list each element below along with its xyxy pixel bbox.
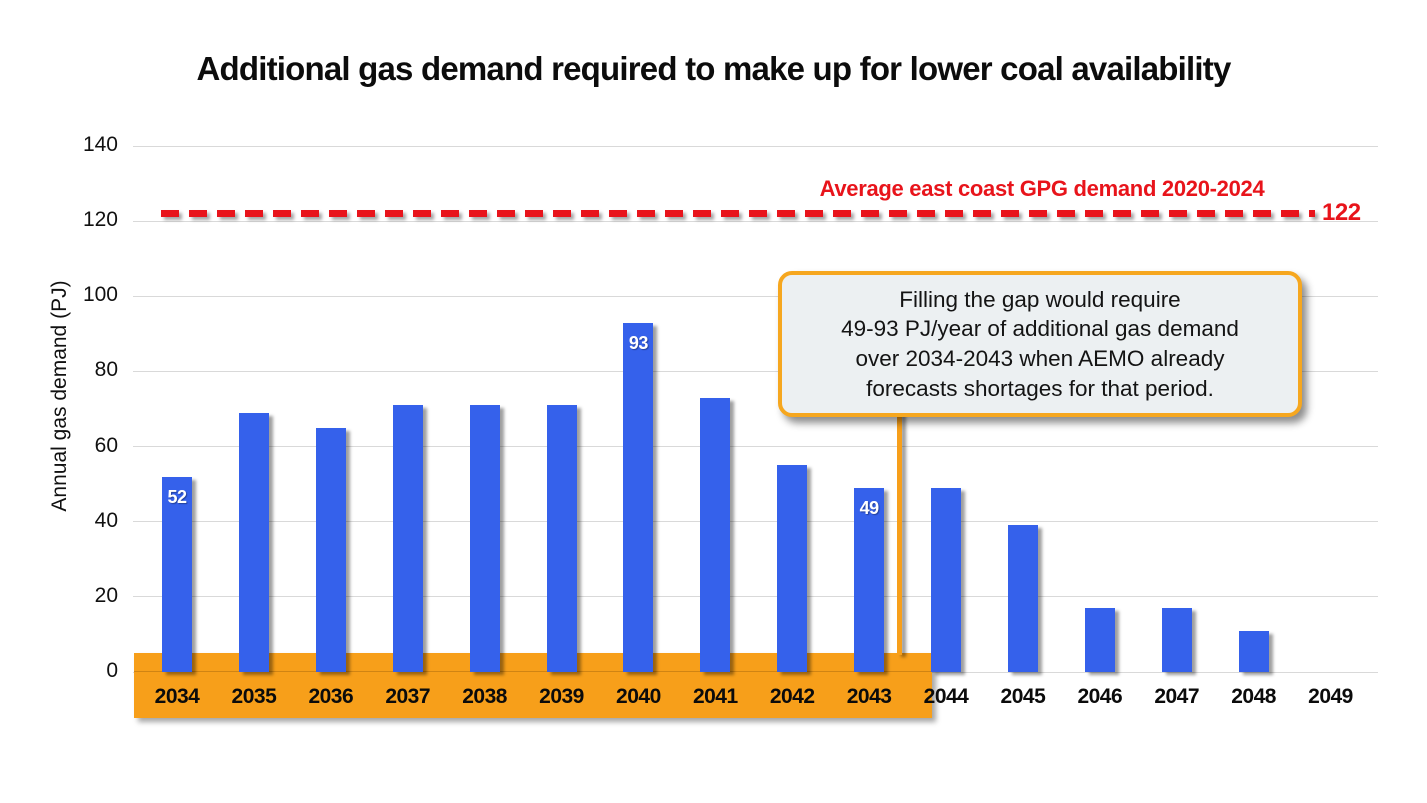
callout-text-line: Filling the gap would require (899, 286, 1181, 312)
bar (1084, 608, 1115, 672)
bar (700, 397, 731, 672)
y-tick-label: 20 (94, 583, 118, 607)
x-tick-label: 2036 (308, 685, 354, 708)
reference-line-value: 122 (1322, 199, 1361, 226)
y-tick-label: 100 (82, 283, 118, 307)
bar (392, 405, 423, 672)
gridline (133, 295, 1378, 297)
callout-connector (897, 412, 902, 655)
y-tick-label: 120 (82, 208, 118, 232)
x-tick-label: 2034 (154, 685, 200, 708)
y-tick-label: 40 (94, 508, 118, 532)
y-tick-label: 0 (106, 659, 118, 682)
bar (777, 465, 808, 672)
y-tick-label: 80 (94, 358, 118, 382)
bar-value-label: 52 (167, 486, 187, 507)
reference-line-label: Average east coast GPG demand 2020-2024 (819, 176, 1265, 201)
zero-gridline (134, 671, 932, 672)
x-tick-label: 2044 (923, 685, 969, 708)
bar-value-label: 49 (859, 497, 880, 518)
x-tick-label: 2048 (1231, 685, 1276, 708)
x-tick-label: 2049 (1308, 685, 1353, 708)
gridline (133, 596, 1378, 598)
bar-value-label: 93 (628, 332, 649, 353)
bar (1161, 608, 1192, 672)
chart-title: Additional gas demand required to make u… (196, 50, 1231, 87)
callout-text-line: 49-93 PJ/year of additional gas demand (841, 316, 1239, 342)
bar (1238, 630, 1269, 672)
gridline (133, 446, 1378, 448)
x-tick-label: 2047 (1154, 685, 1200, 708)
x-tick-label: 2038 (462, 685, 507, 708)
bar (854, 487, 885, 672)
x-tick-label: 2040 (616, 685, 661, 708)
bar (1007, 525, 1038, 672)
bar (162, 476, 192, 672)
callout-text-line: forecasts shortages for that period. (866, 375, 1214, 401)
y-axis-title: Annual gas demand (PJ) (48, 280, 71, 512)
x-tick-label: 2039 (539, 685, 584, 708)
y-tick-label: 140 (82, 133, 118, 156)
x-tick-label: 2042 (769, 685, 815, 708)
x-tick-label: 2046 (1077, 685, 1123, 708)
gridline (133, 521, 1378, 523)
gridline (133, 145, 1378, 147)
bar (469, 405, 500, 672)
bar (315, 427, 346, 672)
callout: Filling the gap would require 49-93 PJ/y… (778, 271, 1302, 417)
y-tick-label: 60 (94, 433, 118, 457)
x-tick-label: 2041 (692, 685, 738, 708)
x-tick-label: 2045 (1000, 685, 1046, 708)
x-tick-label: 2035 (231, 685, 277, 708)
gridline (133, 220, 1378, 222)
bar (238, 412, 269, 672)
bar (623, 322, 654, 672)
x-tick-label: 2043 (846, 685, 892, 708)
bar (931, 487, 961, 672)
gridline (133, 370, 1378, 372)
reference-line (161, 210, 1315, 218)
bar (546, 405, 577, 672)
x-tick-label: 2037 (385, 685, 431, 708)
callout-text-line: over 2034-2043 when AEMO already (855, 346, 1225, 371)
